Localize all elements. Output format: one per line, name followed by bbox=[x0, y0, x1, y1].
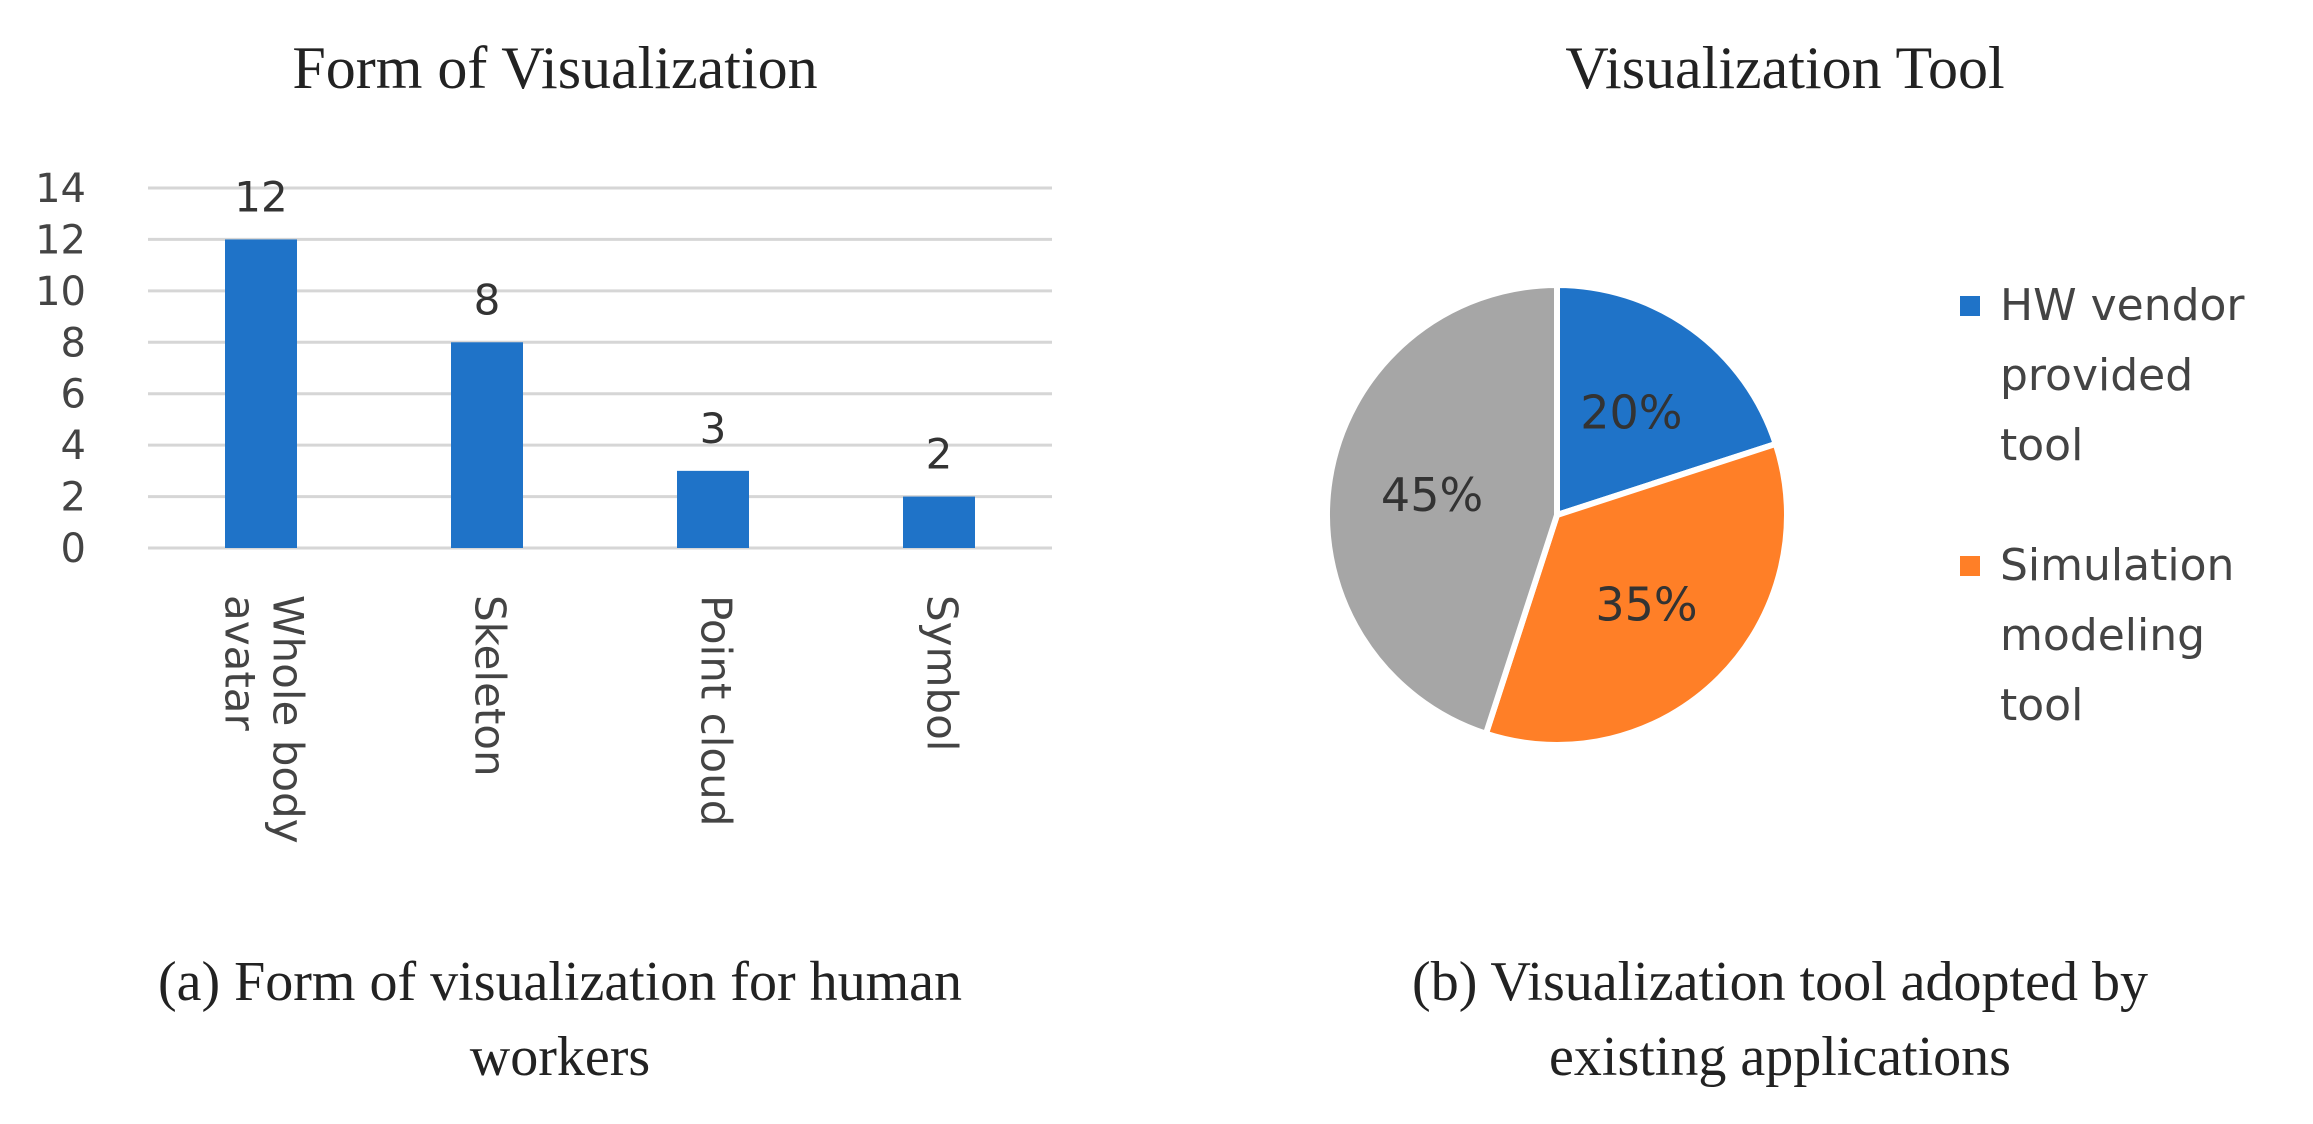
bar-y-tick-label: 8 bbox=[61, 320, 86, 366]
pie-slice-label: 45% bbox=[1381, 468, 1483, 522]
legend-entry-label: HW vendor bbox=[2000, 280, 2245, 331]
bar-data-label: 3 bbox=[700, 404, 727, 453]
legend-entry-label: provided bbox=[2000, 350, 2193, 401]
bar bbox=[225, 239, 297, 548]
pie-chart-caption-line2: existing applications bbox=[1549, 1026, 2011, 1088]
pie-slice-label: 35% bbox=[1595, 577, 1697, 631]
bar-chart-caption-line1: (a) Form of visualization for human bbox=[158, 951, 962, 1013]
bar-y-tick-label: 10 bbox=[35, 269, 86, 315]
bar-category-label: avatar bbox=[216, 595, 265, 732]
pie-slice bbox=[1324, 282, 1560, 737]
legend-entry-label: tool bbox=[2000, 420, 2083, 471]
pie-legend: HW vendor provided tool Simulation modeling t… bbox=[1960, 280, 2245, 731]
bar bbox=[903, 496, 975, 548]
legend-swatch bbox=[1960, 296, 1980, 316]
pie-chart-title: Visualization Tool bbox=[1565, 35, 2004, 101]
bar-data-label: 2 bbox=[926, 430, 953, 479]
bar-y-tick-label: 4 bbox=[61, 423, 86, 469]
pie-chart: Visualization Tool 20% 35% 45% HW vendor pr… bbox=[1324, 35, 2245, 1088]
bar-data-labels: 12 8 3 2 bbox=[234, 172, 952, 478]
legend-swatch bbox=[1960, 556, 1980, 576]
pie-slice-labels: 20% 35% 45% bbox=[1381, 386, 1698, 632]
pie-slice bbox=[1482, 440, 1790, 748]
bar-category-label: Point cloud bbox=[692, 595, 741, 826]
bar-series bbox=[225, 239, 975, 548]
bar-gridlines bbox=[148, 186, 1052, 550]
bar-category-label: Skeleton bbox=[466, 595, 515, 777]
pie-chart-caption-line1: (b) Visualization tool adopted by bbox=[1412, 951, 2148, 1013]
bar-data-label: 8 bbox=[474, 275, 501, 324]
bar-category-label: Symbol bbox=[918, 595, 967, 751]
bar bbox=[451, 342, 523, 548]
bar bbox=[677, 470, 749, 548]
bar-category-label: Whole body bbox=[264, 595, 313, 844]
bar-y-tick-label: 2 bbox=[61, 475, 86, 521]
bar-data-label: 12 bbox=[234, 172, 287, 221]
bar-chart-title: Form of Visualization bbox=[292, 35, 817, 101]
legend-entry-label: tool bbox=[2000, 680, 2083, 731]
bar-y-tick-label: 14 bbox=[35, 166, 86, 212]
bar-y-tick-label: 12 bbox=[35, 217, 86, 263]
pie-slices bbox=[1324, 282, 1790, 748]
legend-entry-label: modeling bbox=[2000, 610, 2205, 661]
pie-slice bbox=[1554, 282, 1779, 518]
bar-y-tick-label: 0 bbox=[61, 526, 86, 572]
bar-chart-caption-line2: workers bbox=[470, 1026, 650, 1088]
bar-y-tick-labels: 0 2 4 6 8 10 12 14 bbox=[35, 166, 86, 572]
legend-entry-label: Simulation bbox=[2000, 540, 2234, 591]
pie-slice-label: 20% bbox=[1580, 386, 1682, 440]
bar-y-tick-label: 6 bbox=[61, 372, 86, 418]
